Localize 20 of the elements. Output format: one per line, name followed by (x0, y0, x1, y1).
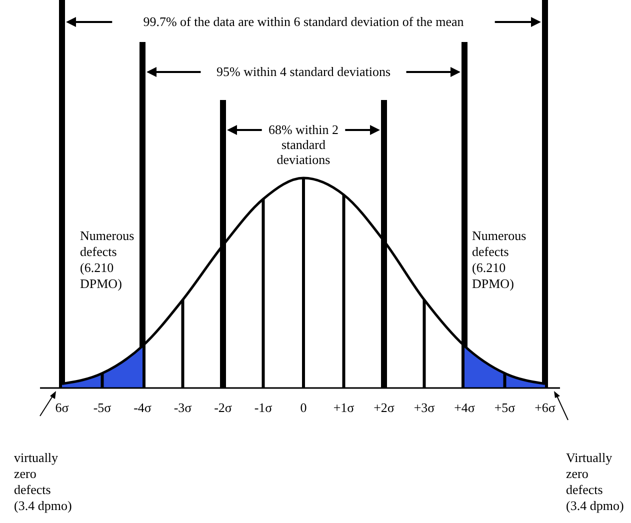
x-tick-label: -3σ (174, 400, 192, 415)
text: 99.7% of the data are within 6 standard deviation of the mean (143, 14, 464, 29)
x-tick-label: +4σ (454, 400, 475, 415)
x-tick-label: -5σ (93, 400, 112, 415)
x-tick-label: +3σ (414, 400, 435, 415)
text: Virtually zero defects (3.4 dpmo) (566, 450, 624, 513)
text: 95% within 4 standard deviations (216, 64, 391, 79)
x-tick-label: +2σ (374, 400, 394, 415)
x-tick-label: -4σ (134, 400, 152, 415)
text: 68% within 2 standard deviations (268, 122, 339, 167)
text: virtually zero defects (3.4 dpmo) (14, 450, 72, 513)
x-tick-label: +5σ (494, 400, 516, 415)
x-tick-label: -1σ (254, 400, 272, 415)
x-tick-label: +1σ (333, 400, 354, 415)
x-tick-label: 0 (300, 400, 307, 415)
x-tick-label: -2σ (214, 400, 232, 415)
annotation: Numerous defects (6.210 DPMO) (472, 228, 526, 291)
x-tick-label: +6σ (534, 400, 556, 415)
annotation: Numerous defects (6.210 DPMO) (80, 228, 134, 291)
x-tick-label: 6σ (55, 400, 69, 415)
